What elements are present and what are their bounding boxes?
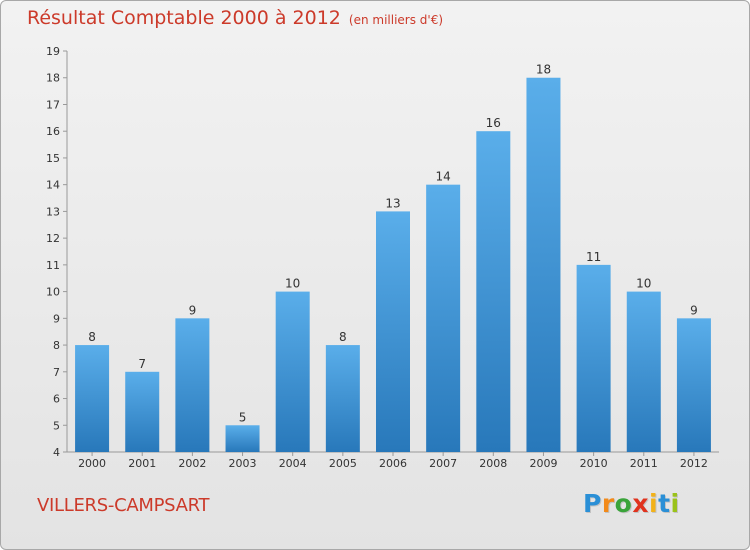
y-tick-label: 19 — [46, 45, 60, 58]
x-tick-label: 2011 — [630, 457, 658, 470]
bar-2011 — [626, 291, 661, 452]
bar-2007 — [426, 184, 461, 452]
bar-2002 — [175, 318, 210, 452]
x-tick-label: 2007 — [429, 457, 457, 470]
bar-value-label: 13 — [385, 196, 400, 210]
bar-2008 — [476, 131, 511, 452]
bar-value-label: 9 — [189, 303, 197, 317]
y-tick-label: 17 — [46, 98, 60, 111]
bar-value-label: 9 — [690, 303, 698, 317]
x-tick-label: 2000 — [78, 457, 106, 470]
y-tick-label: 10 — [46, 286, 60, 299]
y-tick-label: 12 — [46, 232, 60, 245]
bar-value-label: 7 — [138, 357, 146, 371]
y-tick-label: 8 — [53, 339, 60, 352]
y-tick-label: 18 — [46, 72, 60, 85]
bar-2010 — [576, 264, 611, 452]
y-tick-label: 11 — [46, 259, 60, 272]
x-tick-label: 2002 — [178, 457, 206, 470]
bar-value-label: 11 — [586, 250, 601, 264]
x-tick-label: 2003 — [229, 457, 257, 470]
x-tick-label: 2006 — [379, 457, 407, 470]
x-tick-label: 2008 — [479, 457, 507, 470]
chart-title: Résultat Comptable 2000 à 2012 (en millie… — [27, 7, 443, 29]
logo-letter: i — [670, 489, 680, 518]
proxiti-logo: Proxiti — [583, 489, 680, 518]
bar-2001 — [125, 371, 160, 452]
bar-2006 — [376, 211, 410, 452]
bar-value-label: 8 — [88, 330, 96, 344]
x-tick-label: 2001 — [128, 457, 156, 470]
bar-2003 — [225, 425, 260, 452]
x-tick-label: 2009 — [529, 457, 557, 470]
y-tick-label: 5 — [53, 419, 60, 432]
bar-2012 — [676, 318, 711, 452]
logo-letter: r — [601, 489, 615, 518]
logo-letter: x — [632, 489, 649, 518]
bar-value-label: 10 — [636, 277, 651, 291]
x-tick-label: 2012 — [680, 457, 708, 470]
logo-letter: P — [583, 489, 602, 518]
y-tick-label: 6 — [53, 393, 60, 406]
chart-title-text: Résultat Comptable 2000 à 2012 — [27, 7, 341, 29]
bar-value-label: 14 — [436, 170, 451, 184]
bar-2000 — [75, 345, 110, 452]
bar-value-label: 5 — [239, 410, 247, 424]
bar-value-label: 8 — [339, 330, 347, 344]
y-tick-label: 14 — [46, 179, 60, 192]
x-tick-label: 2005 — [329, 457, 357, 470]
bar-2009 — [526, 77, 561, 452]
y-tick-label: 13 — [46, 205, 60, 218]
y-tick-label: 15 — [46, 152, 60, 165]
bar-value-label: 16 — [486, 116, 501, 130]
logo-letter: t — [658, 489, 671, 518]
y-tick-label: 16 — [46, 125, 60, 138]
y-tick-label: 4 — [53, 446, 60, 459]
x-tick-label: 2010 — [580, 457, 608, 470]
bar-value-label: 18 — [536, 63, 551, 77]
bar-2005 — [325, 345, 360, 452]
bar-value-label: 10 — [285, 277, 300, 291]
logo-letter: i — [649, 489, 659, 518]
municipality-name: VILLERS-CAMPSART — [37, 495, 210, 516]
y-tick-label: 7 — [53, 366, 60, 379]
x-tick-label: 2004 — [279, 457, 307, 470]
bar-2004 — [275, 291, 310, 452]
chart-subtitle: (en milliers d'€) — [348, 13, 444, 27]
logo-letter: o — [614, 489, 633, 518]
y-tick-label: 9 — [53, 312, 60, 325]
